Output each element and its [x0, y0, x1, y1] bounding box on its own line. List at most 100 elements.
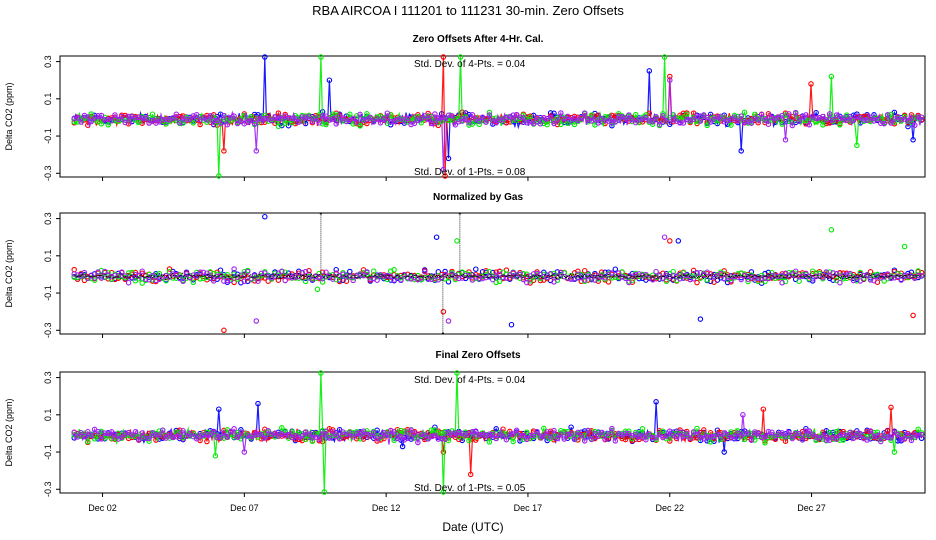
data-point — [108, 118, 115, 124]
data-point — [823, 117, 830, 123]
data-point — [304, 275, 306, 277]
data-point — [784, 277, 786, 279]
data-point — [335, 276, 337, 278]
data-point — [216, 173, 222, 179]
data-point — [861, 276, 863, 278]
data-point — [353, 275, 355, 277]
data-point — [410, 273, 412, 275]
data-point — [604, 276, 606, 278]
data-point — [901, 243, 908, 250]
data-point — [196, 274, 198, 276]
data-point — [902, 275, 904, 277]
data-point — [352, 274, 354, 276]
data-point — [429, 273, 431, 275]
data-point — [238, 275, 240, 277]
data-point — [893, 276, 895, 278]
data-point — [367, 276, 369, 278]
data-point — [703, 274, 705, 276]
data-point — [457, 54, 464, 60]
data-point — [724, 273, 726, 275]
data-point — [627, 274, 629, 276]
data-point — [891, 116, 898, 122]
data-point — [916, 276, 918, 278]
data-point — [452, 122, 459, 128]
data-point — [843, 117, 850, 124]
data-point — [786, 111, 792, 117]
data-point — [721, 274, 723, 276]
data-point — [600, 276, 602, 278]
data-point — [533, 275, 535, 277]
data-point — [846, 275, 848, 277]
data-point — [245, 275, 247, 277]
data-point — [436, 276, 438, 278]
data-point — [918, 278, 920, 280]
data-point — [517, 114, 523, 121]
data-point — [912, 274, 914, 276]
data-point — [83, 276, 85, 278]
x-tick-label: Dec 02 — [88, 503, 117, 513]
data-point — [540, 275, 542, 277]
data-point — [342, 275, 344, 277]
data-point — [421, 113, 428, 119]
data-point — [661, 234, 668, 240]
data-point — [628, 274, 630, 276]
data-point — [180, 275, 182, 277]
data-point — [199, 276, 201, 278]
data-point — [170, 115, 176, 121]
data-point — [258, 116, 265, 122]
data-point — [694, 279, 700, 286]
data-point — [449, 275, 451, 277]
data-point — [751, 275, 753, 277]
data-point — [140, 274, 142, 276]
data-point — [394, 276, 396, 278]
data-point — [854, 142, 860, 149]
data-point — [666, 276, 668, 278]
data-point — [653, 113, 659, 120]
data-point — [527, 273, 529, 275]
data-point — [682, 277, 684, 279]
data-point — [660, 113, 666, 119]
data-point — [479, 274, 481, 276]
data-point — [607, 273, 609, 275]
data-point — [645, 276, 647, 278]
data-point — [206, 274, 208, 276]
data-point — [629, 270, 636, 277]
data-point — [197, 276, 199, 278]
data-point — [325, 275, 327, 277]
data-point — [390, 275, 392, 277]
data-point — [739, 273, 741, 275]
data-point — [523, 275, 525, 277]
data-point — [175, 275, 177, 277]
data-point — [428, 120, 435, 127]
data-point — [456, 274, 458, 276]
data-point — [314, 286, 321, 293]
data-point — [907, 275, 909, 277]
data-point — [702, 277, 704, 279]
data-point — [754, 275, 756, 277]
data-point — [276, 277, 278, 279]
data-point — [186, 278, 188, 280]
data-point — [636, 276, 638, 278]
y-tick-label: 0.1 — [43, 409, 53, 422]
data-point — [776, 276, 778, 278]
data-point — [874, 276, 876, 278]
data-point — [904, 275, 906, 277]
data-point — [454, 275, 456, 277]
data-point — [760, 275, 762, 277]
data-point — [88, 118, 94, 125]
data-point — [188, 273, 190, 275]
data-point — [641, 275, 643, 277]
data-point — [831, 277, 833, 279]
data-point — [328, 276, 330, 278]
data-point — [129, 113, 135, 120]
data-point — [101, 274, 103, 276]
data-point — [411, 276, 413, 278]
data-point — [102, 277, 104, 279]
data-point — [503, 120, 510, 126]
data-point — [547, 275, 549, 277]
data-point — [662, 275, 664, 277]
data-point — [230, 277, 232, 279]
x-tick-label: Dec 22 — [655, 503, 684, 513]
data-point — [395, 275, 397, 277]
data-point — [741, 275, 743, 277]
